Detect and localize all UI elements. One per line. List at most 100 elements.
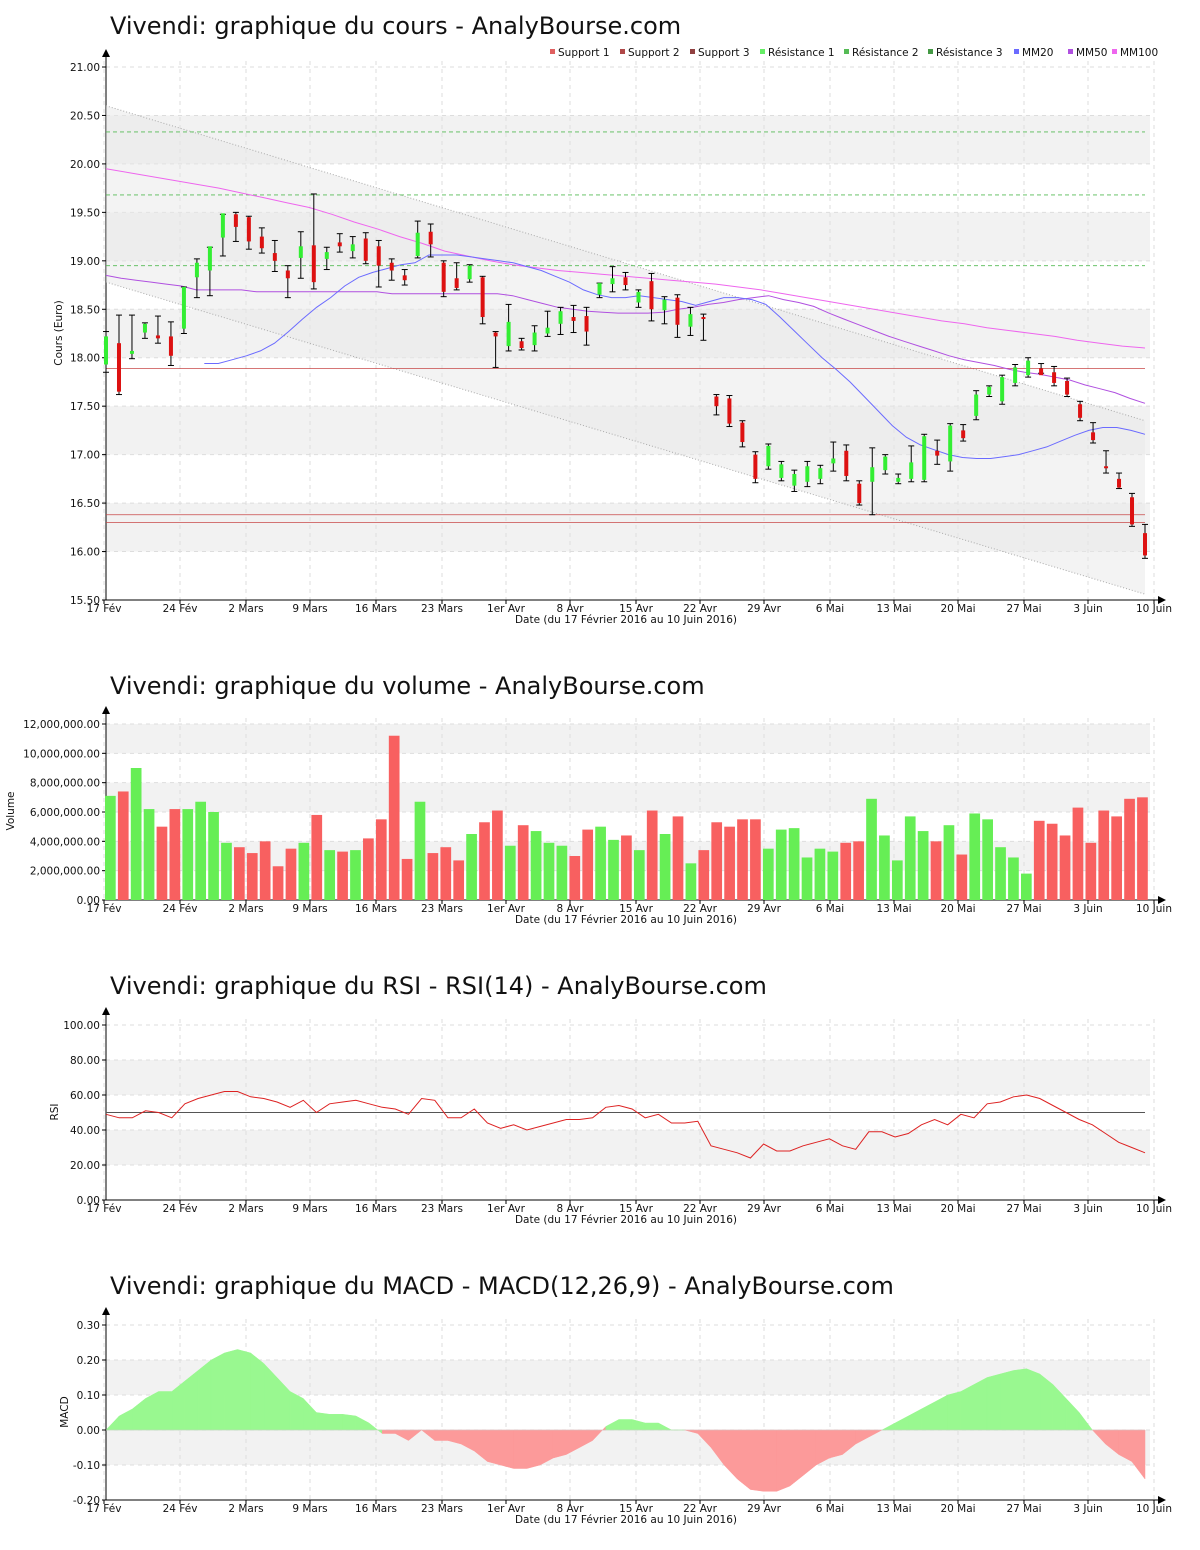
y-axis-arrow xyxy=(102,706,110,714)
x-tick-label: 6 Mai xyxy=(816,1503,844,1515)
candle-body xyxy=(285,270,290,279)
y-tick-label: 4,000,000.00 xyxy=(30,836,100,848)
y-tick-label: 20.50 xyxy=(70,110,100,122)
y-tick-label: 100.00 xyxy=(63,1020,100,1032)
volume-bar xyxy=(866,798,877,900)
volume-bar xyxy=(621,835,632,900)
volume-bar xyxy=(324,850,336,900)
x-tick-label: 1er Avr xyxy=(487,1503,526,1515)
candle-body xyxy=(597,283,602,295)
volume-bar xyxy=(182,809,194,900)
candle-body xyxy=(298,246,303,258)
x-tick-label: 2 Mars xyxy=(228,1203,263,1215)
candle-body xyxy=(428,231,433,245)
macd-area-segment xyxy=(1078,1411,1093,1431)
x-tick-label: 9 Mars xyxy=(292,1503,327,1515)
y-tick-label: 21.00 xyxy=(70,62,100,74)
candle-body xyxy=(935,450,940,456)
candle-body xyxy=(714,396,719,407)
x-tick-label: 22 Avr xyxy=(683,1203,717,1215)
candle-body xyxy=(753,454,758,479)
volume-bar xyxy=(130,768,142,900)
x-tick-label: 27 Mai xyxy=(1006,903,1041,915)
legend-swatch xyxy=(928,49,933,54)
candle-body xyxy=(948,425,953,462)
y-tick-label: 19.50 xyxy=(70,207,100,219)
candle-body xyxy=(324,252,329,259)
x-tick-label: 20 Mai xyxy=(940,903,975,915)
volume-bar xyxy=(414,801,426,900)
volume-bar xyxy=(375,819,387,900)
macd-area-segment xyxy=(802,1429,817,1477)
x-tick-label: 23 Mars xyxy=(421,903,463,915)
volume-bar xyxy=(969,813,981,900)
x-tick-label: 24 Fév xyxy=(163,1503,198,1515)
chart-title: Vivendi: graphique du RSI - RSI(14) - An… xyxy=(110,972,767,1000)
volume-bar xyxy=(646,810,658,900)
macd-area-segment xyxy=(289,1391,304,1431)
candle-body xyxy=(870,467,875,482)
x-tick-label: 3 Juin xyxy=(1073,903,1102,915)
x-tick-label: 6 Mai xyxy=(816,603,844,615)
candle-body xyxy=(272,253,277,261)
grid-band xyxy=(106,1430,1150,1465)
volume-bar xyxy=(117,791,129,900)
x-tick-label: 15 Avr xyxy=(619,603,653,615)
volume-bar xyxy=(569,856,581,900)
grid-band xyxy=(106,1130,1150,1165)
volume-bar xyxy=(156,826,168,900)
volume-bar xyxy=(285,848,297,900)
x-tick-label: 3 Juin xyxy=(1073,1203,1102,1215)
y-axis-arrow xyxy=(102,1007,110,1015)
candle-body xyxy=(220,213,225,238)
macd-area-segment xyxy=(500,1429,514,1469)
volume-bar xyxy=(440,847,452,900)
candle-body xyxy=(844,450,849,476)
volume-bar xyxy=(234,847,245,900)
volume-bar xyxy=(775,829,787,900)
candle-body xyxy=(727,398,732,424)
macd-area-segment xyxy=(1000,1370,1014,1431)
y-axis-label: Volume xyxy=(5,791,17,830)
candle-body xyxy=(1104,466,1109,469)
candle-body xyxy=(337,242,342,247)
x-tick-label: 17 Fév xyxy=(87,903,122,915)
macd-area-segment xyxy=(1026,1368,1041,1431)
volume-bar xyxy=(582,829,594,900)
macd-area-segment xyxy=(618,1419,633,1431)
y-tick-label: 18.00 xyxy=(70,353,100,365)
x-tick-label: 17 Fév xyxy=(87,1203,122,1215)
legend-item: Support 2 xyxy=(628,47,680,59)
candle-body xyxy=(909,462,914,479)
candle-body xyxy=(688,314,693,327)
volume-bar xyxy=(427,853,439,900)
macd-area-segment xyxy=(329,1414,343,1431)
x-tick-label: 10 Juin xyxy=(1136,903,1172,915)
legend-item: MM20 xyxy=(1022,47,1053,59)
volume-bar xyxy=(337,851,348,900)
candle-body xyxy=(987,386,992,395)
volume-bar xyxy=(1124,798,1135,900)
x-tick-label: 13 Mai xyxy=(876,1203,911,1215)
legend-item: Support 3 xyxy=(698,47,750,59)
grid-band xyxy=(106,724,1150,754)
x-tick-label: 29 Avr xyxy=(747,1503,781,1515)
x-tick-label: 16 Mars xyxy=(355,903,397,915)
candle-body xyxy=(259,236,264,249)
legend-item: MM50 xyxy=(1076,47,1107,59)
x-axis-arrow xyxy=(1158,896,1166,904)
candle-body xyxy=(1039,368,1044,376)
y-tick-label: 16.50 xyxy=(70,498,100,510)
macd-area-segment xyxy=(303,1397,317,1431)
candle-body xyxy=(922,436,927,480)
x-tick-label: 10 Juin xyxy=(1136,603,1172,615)
x-tick-label: 27 Mai xyxy=(1006,603,1041,615)
legend-item: Support 1 xyxy=(558,47,610,59)
x-tick-label: 24 Fév xyxy=(163,603,198,615)
x-tick-label: 9 Mars xyxy=(292,603,327,615)
x-tick-label: 15 Avr xyxy=(619,1203,653,1215)
x-tick-label: 9 Mars xyxy=(292,903,327,915)
x-tick-label: 6 Mai xyxy=(816,1203,844,1215)
volume-bar xyxy=(363,838,374,900)
